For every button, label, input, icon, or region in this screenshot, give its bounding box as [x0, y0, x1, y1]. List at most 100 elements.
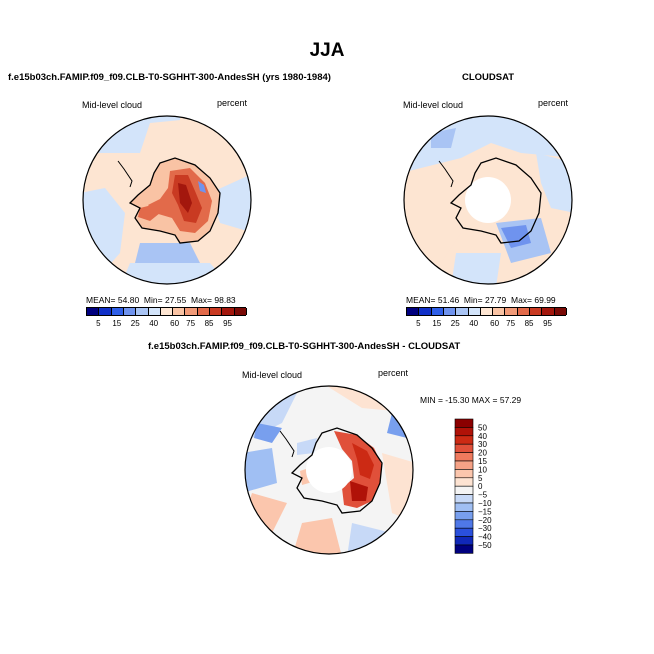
panel3-colorbar-tick: −40 [478, 533, 492, 542]
panel3-colorbar-tick: 50 [478, 423, 487, 432]
panel1-max-label: Max= [190, 295, 213, 305]
panel2-colorbar-tick: 95 [543, 319, 552, 328]
panel3-colorbar-segment [454, 435, 474, 445]
panel3-colorbar-segment [454, 418, 474, 428]
panel1-colorbar-tick: 60 [170, 319, 180, 328]
panel3-stats: MIN = -15.30 MAX = 57.29 [420, 395, 522, 405]
panel2-colorbar-segment [530, 308, 543, 315]
panel2-colorbar-tick: 60 [490, 319, 500, 328]
panel3-colorbar-segment [454, 544, 474, 554]
panel3-colorbar-segment [454, 519, 474, 529]
panel1-map [82, 115, 252, 285]
panel1-left-label: Mid-level cloud [82, 100, 143, 110]
panel3-colorbar-segment [454, 485, 474, 495]
panel2-max: 69.99 [534, 295, 556, 305]
panel1-mean-label: MEAN= [86, 295, 116, 305]
panel1-colorbar-tick: 40 [149, 319, 159, 328]
panel1-max: 98.83 [214, 295, 236, 305]
panel1-colorbar-tick: 25 [130, 319, 140, 328]
panel3-colorbar-tick: −15 [478, 507, 492, 516]
panel2-colorbar-tick: 15 [432, 319, 442, 328]
panel1-colorbar-tick: 15 [112, 319, 122, 328]
panel2-colorbar-segment [431, 308, 444, 315]
panel2-colorbar-segment [407, 308, 420, 315]
panel3-colorbar-segment [454, 502, 474, 512]
panel2-colorbar-tick: 25 [450, 319, 460, 328]
panel3-colorbar-segment [454, 477, 474, 487]
panel3-colorbar-segment [454, 443, 474, 453]
panel1-colorbar-segment [136, 308, 149, 315]
panel2-colorbar-tick: 5 [416, 319, 421, 328]
panel3-colorbar-tick: −30 [478, 524, 492, 533]
panel3-colorbar-tick: 0 [478, 482, 483, 491]
panel3-title: f.e15b03ch.FAMIP.f09_f09.CLB-T0-SGHHT-30… [148, 341, 461, 352]
panel2-min-label: Min= [463, 295, 483, 305]
panel2-colorbar-tick: 40 [469, 319, 479, 328]
panel2-colorbar-segment [517, 308, 531, 315]
panel1-colorbar-segment [123, 308, 137, 315]
panel2-mean: 51.46 [437, 295, 460, 305]
panel1-colorbar-segment [87, 308, 100, 315]
panel2-colorbar-segment [443, 308, 457, 315]
panel2-colorbar-segment [493, 308, 506, 315]
panel2-colorbar-tick: 75 [506, 319, 516, 328]
panel1-stats: MEAN= 54.80 Min= 27.55 Max= 98.83 [86, 295, 236, 305]
panel1-colorbar-tick: 75 [186, 319, 196, 328]
panel3-colorbar-tick: 20 [478, 449, 487, 458]
panel3-colorbar-tick: −10 [478, 499, 492, 508]
panel2-colorbar-segment [456, 308, 469, 315]
panel3-continent-anomaly [334, 431, 382, 508]
panel3-colorbar-segment [454, 494, 474, 504]
panel2-colorbar-segment [554, 308, 567, 315]
panel3-colorbar-tick: 15 [478, 457, 487, 466]
panel1-colorbar-tick: 95 [223, 319, 232, 328]
panel3-colorbar-tick: 5 [478, 474, 483, 483]
panel1-colorbar-tick: 5 [96, 319, 101, 328]
panel1-colorbar-segment [99, 308, 112, 315]
panel2-map [403, 115, 573, 285]
panel1-colorbar-segment [148, 308, 161, 315]
panel3-colorbar-tick: 40 [478, 432, 487, 441]
panel2-mean-label: MEAN= [406, 295, 436, 305]
panel1-colorbar [86, 307, 247, 316]
panel1-min-label: Min= [143, 295, 163, 305]
panel2-left-label: Mid-level cloud [403, 100, 464, 110]
panel1-colorbar-segment [185, 308, 198, 315]
panel3-colorbar-segment [454, 469, 474, 479]
panel1-mean: 54.80 [117, 295, 140, 305]
panel2-min: 27.79 [484, 295, 507, 305]
panel2-title: CLOUDSAT [462, 72, 515, 83]
panel1-colorbar-ticks: 5 15 25 40 60 75 85 95 [86, 319, 246, 331]
panel2-max-label: Max= [510, 295, 533, 305]
panel3-colorbar-tick: 10 [478, 465, 487, 474]
panel1-colorbar-segment [111, 308, 124, 315]
panel1-right-label: percent [217, 98, 248, 108]
panel2-stats: MEAN= 51.46 Min= 27.79 Max= 69.99 [406, 295, 556, 305]
panel1-title: f.e15b03ch.FAMIP.f09_f09.CLB-T0-SGHHT-30… [8, 72, 331, 83]
panel3-colorbar-tick: −20 [478, 516, 492, 525]
panel3-colorbar-segment [454, 452, 474, 462]
panel2-colorbar [406, 307, 567, 316]
panel3-colorbar-tick: −50 [478, 541, 492, 550]
panel2-colorbar-segment [419, 308, 432, 315]
panel3-right-label: percent [378, 368, 409, 378]
panel1-min: 27.55 [164, 295, 187, 305]
panel1-colorbar-segment [197, 308, 211, 315]
panel2-colorbar-ticks: 5 15 25 40 60 75 85 95 [406, 319, 566, 331]
panel2-colorbar-segment [542, 308, 555, 315]
panel3-colorbar-tick: 30 [478, 440, 487, 449]
panel3-colorbar-segment [454, 460, 474, 470]
panel1-colorbar-segment [210, 308, 223, 315]
panel1-colorbar-segment [222, 308, 235, 315]
panel3-colorbar-segment [454, 536, 474, 546]
panel2-colorbar-segment [468, 308, 481, 315]
panel3-colorbar-segment [454, 511, 474, 521]
figure-title: JJA [309, 40, 345, 61]
panel2-colorbar-tick: 85 [524, 319, 534, 328]
panel2-colorbar-segment [480, 308, 494, 315]
panel2-right-label: percent [538, 98, 569, 108]
panel3-colorbar-segment [454, 527, 474, 537]
panel2-colorbar-segment [505, 308, 518, 315]
panel1-colorbar-tick: 85 [204, 319, 214, 328]
